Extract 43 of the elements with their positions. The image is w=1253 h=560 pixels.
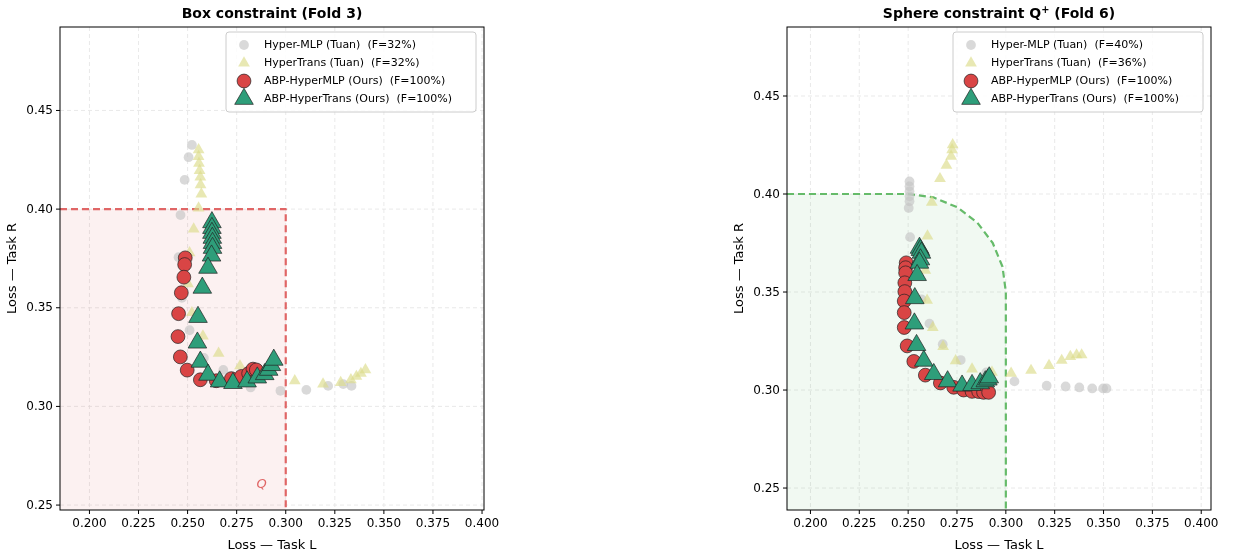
x-tick-label: 0.350	[1086, 516, 1121, 530]
y-axis-title: Loss — Task R	[731, 223, 746, 314]
legend-label: HyperTrans (Tuan) (F=36%)	[991, 56, 1147, 69]
y-tick-label: 0.25	[26, 497, 53, 512]
legend-label: ABP-HyperTrans (Ours) (F=100%)	[264, 92, 453, 105]
y-tick-label: 0.30	[26, 398, 53, 413]
y-tick-label: 0.25	[753, 480, 780, 495]
y-tick-label: 0.35	[26, 300, 53, 315]
x-tick-label: 0.300	[988, 516, 1024, 530]
legend-label: HyperTrans (Tuan) (F=32%)	[264, 56, 420, 69]
legend-label: ABP-HyperMLP (Ours) (F=100%)	[264, 74, 446, 87]
y-tick-label: 0.45	[753, 88, 780, 103]
y-tick-label: 0.45	[26, 102, 53, 117]
legend-label: ABP-HyperMLP (Ours) (F=100%)	[991, 74, 1173, 87]
y-tick-label: 0.35	[753, 284, 780, 299]
legend-label: Hyper-MLP (Tuan) (F=40%)	[991, 38, 1143, 51]
x-axis-title: Loss — Task L	[954, 537, 1045, 552]
x-axis-title: Loss — Task L	[227, 537, 318, 552]
x-tick-label: 0.200	[72, 516, 107, 530]
x-tick-label: 0.250	[170, 516, 205, 530]
y-axis-title: Loss — Task R	[4, 223, 19, 314]
x-tick-label: 0.250	[890, 516, 926, 530]
x-tick-label: 0.400	[1184, 516, 1219, 530]
x-tick-label: 0.275	[939, 516, 975, 530]
x-tick-label: 0.300	[268, 516, 303, 530]
chart-title: Sphere constraint Q$^{+}$ (Fold 6)	[882, 3, 1116, 21]
x-tick-label: 0.225	[121, 516, 156, 530]
x-tick-label: 0.325	[317, 516, 352, 530]
x-tick-label: 0.375	[415, 516, 451, 530]
legend-label: Hyper-MLP (Tuan) (F=32%)	[264, 38, 416, 51]
annotation: Q	[256, 476, 267, 491]
y-tick-label: 0.30	[753, 382, 780, 397]
x-tick-label: 0.225	[842, 516, 877, 530]
x-tick-label: 0.400	[464, 516, 500, 530]
chart-title: Box constraint (Fold 3)	[181, 5, 363, 21]
y-tick-label: 0.40	[753, 186, 780, 201]
legend-label: ABP-HyperTrans (Ours) (F=100%)	[991, 92, 1180, 105]
x-tick-label: 0.375	[1135, 516, 1170, 530]
x-tick-label: 0.350	[366, 516, 402, 530]
x-tick-label: 0.275	[219, 516, 254, 530]
y-tick-label: 0.40	[26, 201, 53, 216]
x-tick-label: 0.200	[793, 516, 828, 530]
x-tick-label: 0.325	[1037, 516, 1072, 530]
